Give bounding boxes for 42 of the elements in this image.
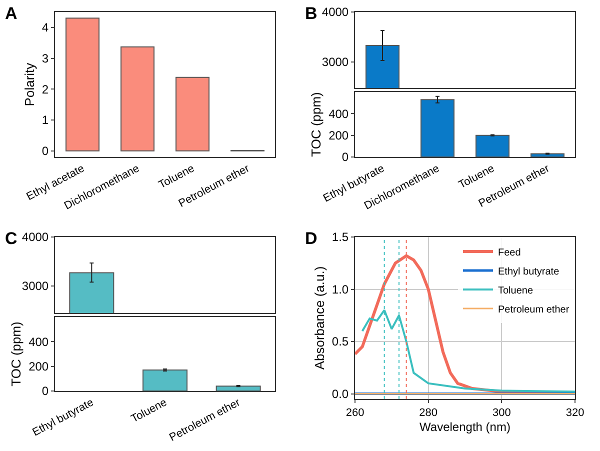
y-tick-label: 0: [42, 144, 49, 158]
legend-label: Feed: [498, 247, 521, 258]
bar: [476, 134, 510, 157]
bar: [120, 46, 154, 152]
y-axis-title: Polarity: [22, 62, 37, 106]
chart-title: D: [305, 229, 318, 248]
chart-title: A: [5, 4, 18, 23]
y-tick-label: 4000: [322, 5, 349, 20]
y-axis-title: TOC (ppm): [308, 92, 324, 157]
y-tick-label: 0: [342, 150, 349, 164]
legend-label: Petroleum ether: [498, 304, 570, 316]
bar: [420, 99, 454, 157]
y-tick-label: 4: [42, 20, 49, 35]
y-tick-label: 2: [42, 82, 49, 96]
y-tick-label: 400: [28, 334, 49, 349]
x-axis-title: Wavelength (nm): [420, 420, 510, 434]
y-tick-label: 1.5: [332, 230, 349, 244]
y-tick-label: 4000: [22, 230, 49, 244]
y-tick-label: 3000: [322, 55, 349, 70]
y-tick-label: 200: [328, 128, 349, 143]
y-tick-label: 3000: [22, 279, 49, 294]
legend-label: Ethyl butyrate: [498, 266, 560, 278]
x-tick-label: 300: [492, 407, 511, 420]
y-tick-label: 400: [328, 106, 349, 121]
y-tick-label: 1: [42, 113, 49, 128]
y-axis-title: TOC (ppm): [8, 322, 24, 386]
y-tick-label: 200: [28, 360, 49, 374]
y-tick-label: 0: [42, 384, 49, 398]
x-tick-label: 280: [419, 407, 438, 420]
y-tick-label: 3: [42, 51, 49, 66]
x-tick-label: 260: [346, 407, 364, 420]
y-tick-label: 0.5: [332, 334, 349, 349]
y-tick-label: 0.0: [332, 386, 349, 401]
chart-title: B: [305, 4, 318, 23]
x-tick-label: 320: [566, 407, 584, 420]
chart-title: C: [5, 229, 18, 248]
bar: [530, 153, 564, 157]
y-axis-title: Absorbance (a.u.): [312, 266, 327, 370]
bar: [176, 76, 210, 152]
legend-label: Toluene: [498, 285, 534, 296]
bar: [66, 18, 100, 152]
y-tick-label: 1.0: [332, 282, 349, 296]
